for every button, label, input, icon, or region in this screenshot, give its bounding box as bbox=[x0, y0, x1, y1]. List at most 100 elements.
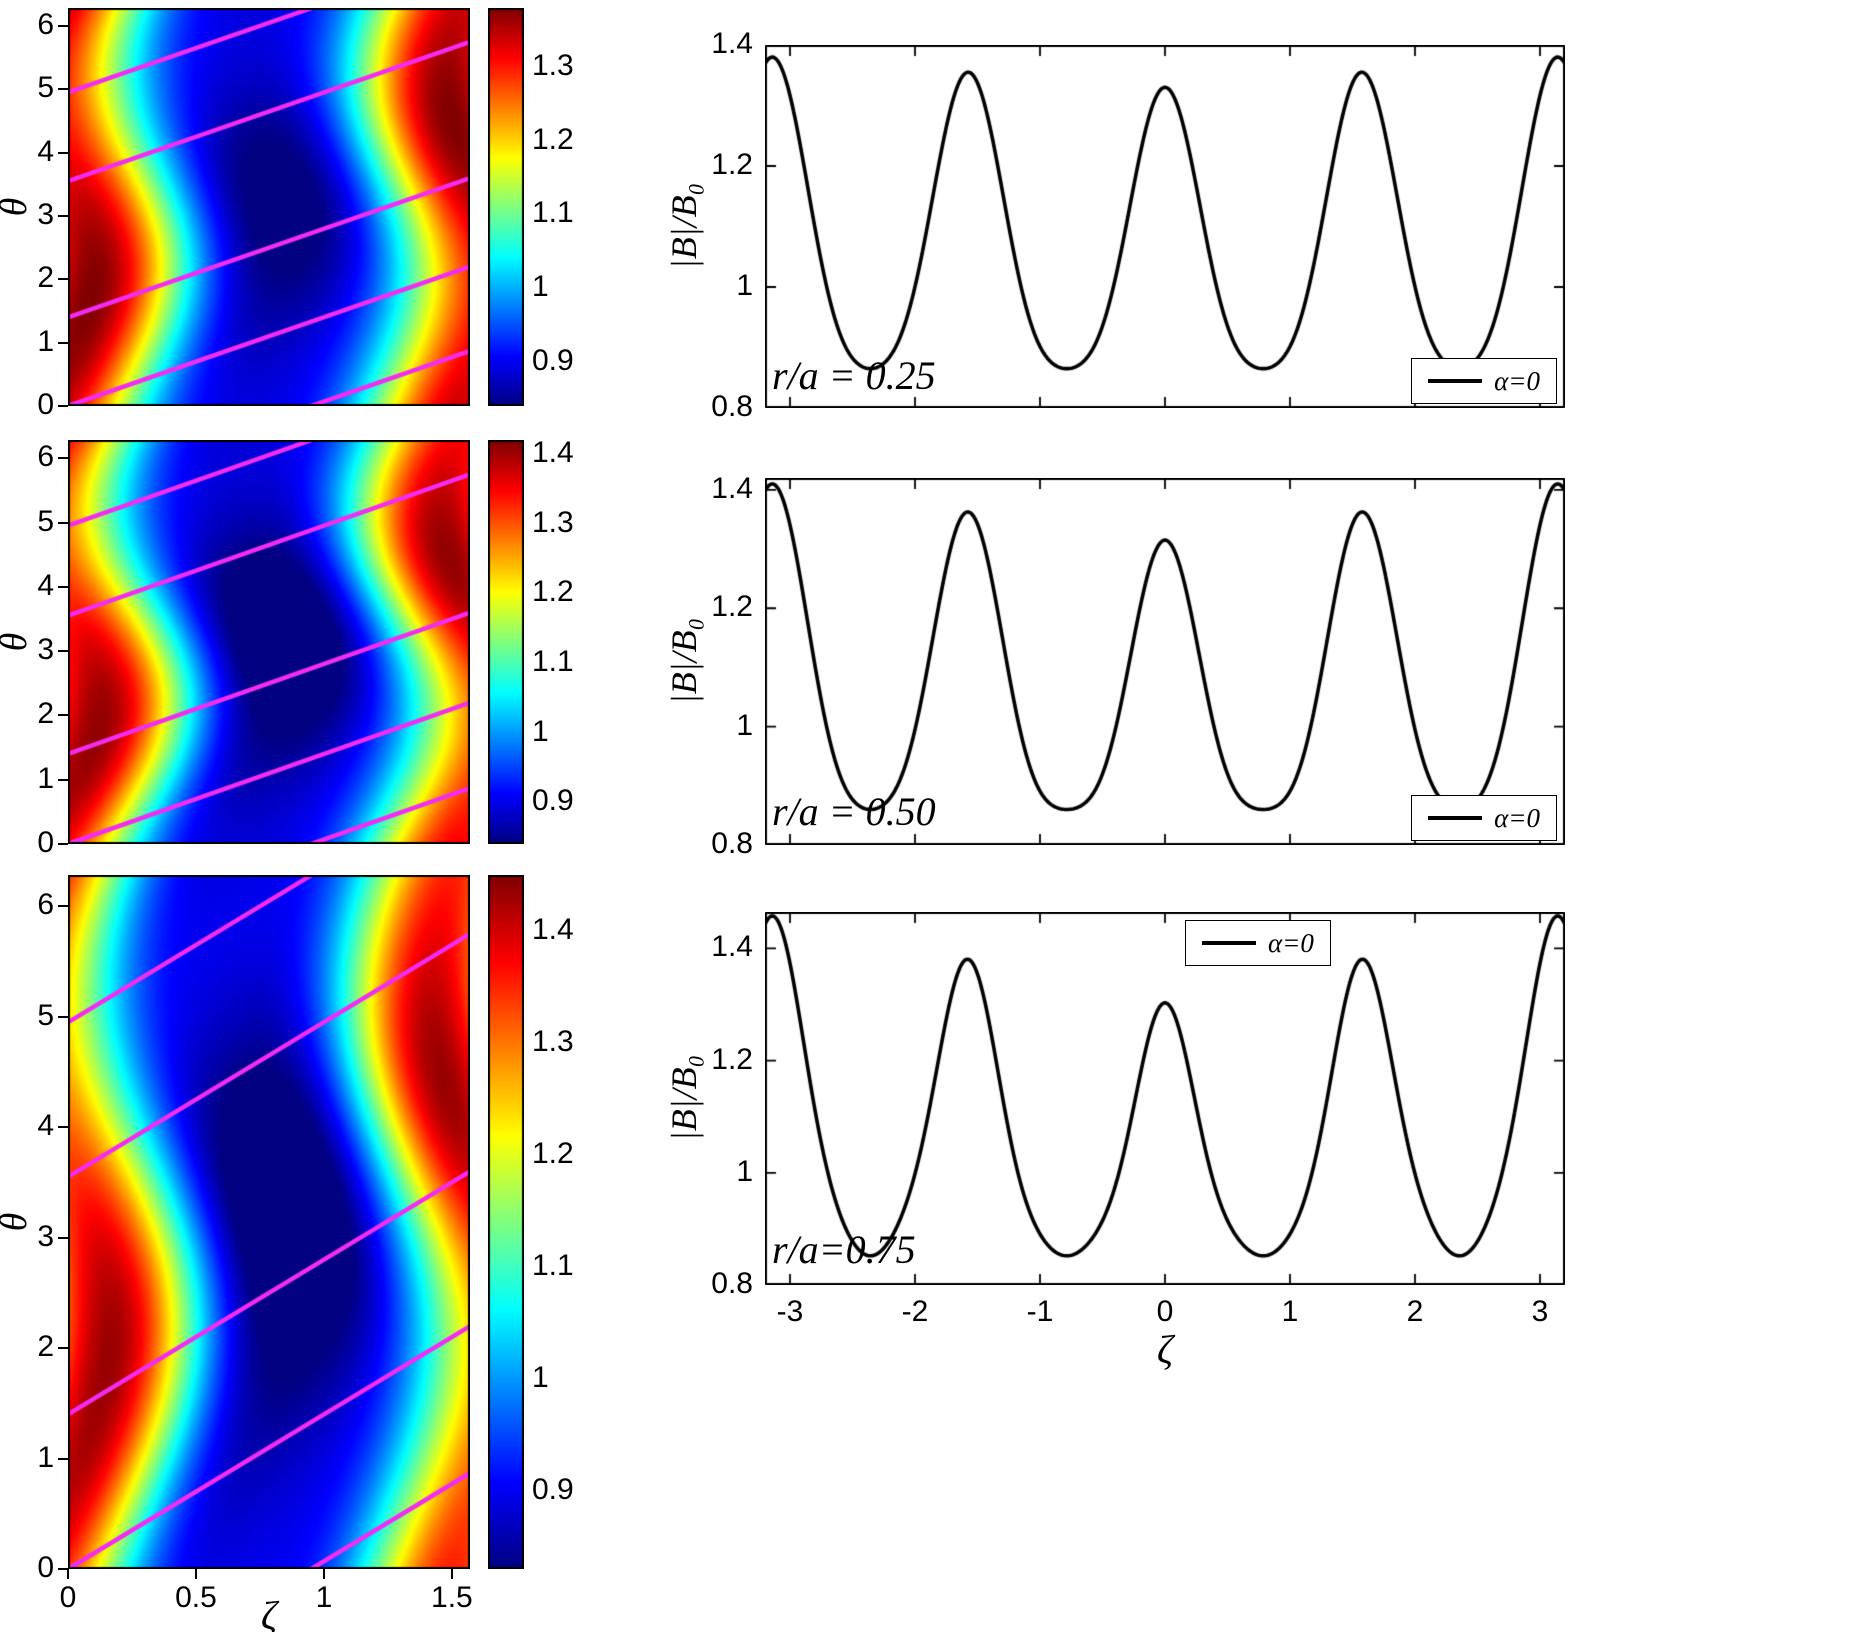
profile-canvas-r025 bbox=[765, 45, 1565, 408]
tick-label: 0.5 bbox=[175, 1581, 217, 1614]
tick-label: 1.2 bbox=[532, 122, 574, 156]
heatmap-canvas-r075 bbox=[68, 875, 470, 1569]
tick-label: 0 bbox=[37, 826, 54, 859]
legend-r025: α=0 bbox=[1411, 358, 1557, 404]
tick-mark bbox=[58, 1457, 68, 1460]
tick-label: 1.1 bbox=[532, 644, 574, 678]
legend-line-sample bbox=[1428, 816, 1483, 820]
tick-mark bbox=[58, 278, 68, 281]
colorbar-r075 bbox=[488, 875, 524, 1569]
tick-mark bbox=[58, 214, 68, 217]
tick-label: -1 bbox=[1026, 1295, 1054, 1328]
zeta-axis-label-left: ζ bbox=[260, 1593, 278, 1632]
tick-label: 1.4 bbox=[532, 435, 574, 469]
tick-label: 2 bbox=[37, 1330, 54, 1364]
bmag-axis-label-1: |B|/B₀ bbox=[664, 182, 704, 270]
tick-label: 1 bbox=[736, 1154, 753, 1188]
tick-label: 1.1 bbox=[532, 1248, 574, 1282]
tick-label: 1.3 bbox=[532, 505, 574, 539]
legend-r075: α=0 bbox=[1185, 920, 1331, 966]
tick-mark bbox=[58, 1568, 68, 1570]
tick-label: 1.4 bbox=[711, 27, 753, 60]
tick-label: 6 bbox=[37, 7, 54, 41]
bmag-axis-label-2: |B|/B₀ bbox=[664, 617, 704, 705]
tick-label: 3 bbox=[37, 1219, 54, 1253]
tick-mark bbox=[58, 650, 68, 653]
tick-label: 1 bbox=[532, 270, 549, 304]
legend-line-sample bbox=[1202, 941, 1256, 945]
tick-label: 1 bbox=[736, 269, 753, 302]
tick-mark bbox=[58, 88, 68, 91]
tick-mark bbox=[58, 585, 68, 588]
tick-label: 0.8 bbox=[711, 390, 753, 423]
tick-label: 3 bbox=[37, 633, 54, 667]
tick-mark bbox=[58, 1347, 68, 1350]
tick-label: 0 bbox=[1156, 1295, 1174, 1328]
tick-mark bbox=[58, 521, 68, 524]
legend-label: α=0 bbox=[1268, 928, 1314, 958]
tick-label: -3 bbox=[776, 1295, 804, 1328]
tick-label: 1.2 bbox=[532, 1136, 574, 1170]
tick-label: 1.1 bbox=[532, 196, 574, 230]
tick-mark bbox=[58, 905, 68, 908]
tick-label: 1.2 bbox=[711, 590, 753, 624]
zeta-axis-label-right: ζ bbox=[1156, 1327, 1174, 1372]
tick-mark bbox=[58, 457, 68, 460]
tick-mark bbox=[58, 341, 68, 344]
tick-mark bbox=[194, 1569, 197, 1579]
tick-label: 1 bbox=[37, 324, 54, 358]
tick-label: 0.8 bbox=[711, 827, 753, 860]
tick-label: 3 bbox=[1531, 1295, 1549, 1328]
heatmap-canvas-r025 bbox=[68, 8, 470, 406]
tick-label: 1.4 bbox=[711, 471, 753, 505]
tick-label: 2 bbox=[37, 697, 54, 731]
profile-canvas-r050 bbox=[765, 478, 1565, 845]
annotation-r025: r/a = 0.25 bbox=[772, 353, 936, 398]
tick-mark bbox=[322, 1569, 325, 1579]
legend-r050: α=0 bbox=[1411, 795, 1557, 841]
tick-label: 1.3 bbox=[532, 48, 574, 82]
tick-label: 0.9 bbox=[532, 1472, 574, 1506]
tick-label: 1.5 bbox=[431, 1581, 473, 1614]
tick-label: 1 bbox=[532, 1360, 549, 1394]
legend-label: α=0 bbox=[1494, 366, 1540, 396]
annotation-r075: r/a=0.75 bbox=[772, 1227, 916, 1272]
tick-label: 2 bbox=[37, 261, 54, 295]
tick-label: 1 bbox=[37, 761, 54, 795]
tick-mark bbox=[58, 1126, 68, 1129]
tick-label: 0 bbox=[37, 388, 54, 421]
tick-label: 1.3 bbox=[532, 1024, 574, 1058]
tick-label: 1.4 bbox=[711, 930, 753, 964]
tick-label: 1 bbox=[532, 714, 549, 748]
tick-label: 1.2 bbox=[711, 148, 753, 181]
annotation-r050: r/a = 0.50 bbox=[772, 789, 936, 834]
colorbar-r050 bbox=[488, 440, 524, 844]
tick-label: 1 bbox=[1281, 1295, 1299, 1328]
tick-label: 5 bbox=[37, 504, 54, 538]
tick-label: 0 bbox=[59, 1581, 77, 1614]
tick-label: 1 bbox=[37, 1440, 54, 1474]
tick-mark bbox=[67, 1569, 69, 1579]
tick-label: 1 bbox=[736, 708, 753, 742]
tick-mark bbox=[450, 1569, 453, 1579]
tick-label: 4 bbox=[37, 568, 54, 602]
tick-label: -2 bbox=[901, 1295, 929, 1328]
tick-label: 2 bbox=[1406, 1295, 1424, 1328]
tick-mark bbox=[58, 151, 68, 154]
tick-label: 4 bbox=[37, 1109, 54, 1143]
tick-label: 5 bbox=[37, 998, 54, 1032]
tick-label: 0.8 bbox=[711, 1267, 753, 1300]
tick-mark bbox=[58, 843, 68, 845]
tick-label: 1 bbox=[315, 1581, 333, 1614]
tick-mark bbox=[58, 714, 68, 717]
tick-mark bbox=[58, 1236, 68, 1239]
tick-label: 3 bbox=[37, 197, 54, 231]
tick-mark bbox=[58, 24, 68, 27]
tick-label: 0.9 bbox=[532, 343, 574, 377]
legend-line-sample bbox=[1428, 379, 1483, 383]
profile-canvas-r075 bbox=[765, 912, 1565, 1285]
tick-mark bbox=[58, 1015, 68, 1018]
tick-label: 1.2 bbox=[532, 575, 574, 609]
tick-label: 0 bbox=[37, 1551, 54, 1584]
